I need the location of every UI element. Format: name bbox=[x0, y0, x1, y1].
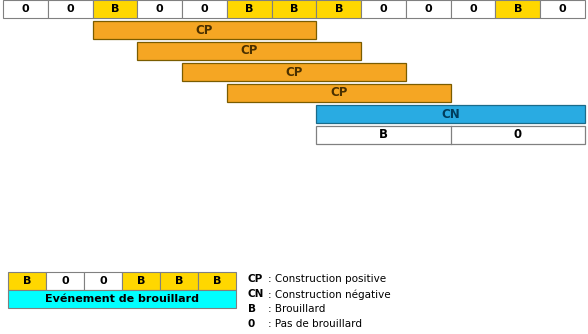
FancyBboxPatch shape bbox=[8, 272, 46, 290]
FancyBboxPatch shape bbox=[227, 84, 450, 102]
FancyBboxPatch shape bbox=[3, 0, 48, 18]
FancyBboxPatch shape bbox=[182, 63, 406, 81]
Text: 0: 0 bbox=[66, 4, 74, 14]
FancyBboxPatch shape bbox=[122, 272, 160, 290]
FancyBboxPatch shape bbox=[361, 0, 406, 18]
Text: 0: 0 bbox=[514, 129, 522, 142]
FancyBboxPatch shape bbox=[138, 42, 361, 60]
Text: B: B bbox=[213, 276, 221, 286]
FancyBboxPatch shape bbox=[8, 290, 236, 308]
Text: B: B bbox=[245, 4, 253, 14]
Text: B: B bbox=[248, 304, 256, 314]
FancyBboxPatch shape bbox=[92, 0, 138, 18]
FancyBboxPatch shape bbox=[48, 0, 92, 18]
Text: 0: 0 bbox=[22, 4, 29, 14]
Text: : Construction positive: : Construction positive bbox=[268, 274, 386, 284]
Text: 0: 0 bbox=[61, 276, 69, 286]
FancyBboxPatch shape bbox=[198, 272, 236, 290]
FancyBboxPatch shape bbox=[496, 0, 540, 18]
FancyBboxPatch shape bbox=[316, 126, 585, 144]
FancyBboxPatch shape bbox=[92, 21, 316, 39]
FancyBboxPatch shape bbox=[272, 0, 316, 18]
FancyBboxPatch shape bbox=[138, 0, 182, 18]
Text: 0: 0 bbox=[559, 4, 566, 14]
Text: B: B bbox=[137, 276, 145, 286]
Text: CP: CP bbox=[248, 274, 263, 284]
FancyBboxPatch shape bbox=[84, 272, 122, 290]
Text: 0: 0 bbox=[469, 4, 477, 14]
Text: CP: CP bbox=[196, 23, 213, 36]
Text: : Pas de brouillard: : Pas de brouillard bbox=[268, 319, 362, 329]
Text: B: B bbox=[23, 276, 31, 286]
Text: Evénement de brouillard: Evénement de brouillard bbox=[45, 294, 199, 304]
Text: 0: 0 bbox=[201, 4, 208, 14]
FancyBboxPatch shape bbox=[182, 0, 227, 18]
Text: B: B bbox=[290, 4, 298, 14]
Text: B: B bbox=[514, 4, 522, 14]
Text: B: B bbox=[379, 129, 388, 142]
FancyBboxPatch shape bbox=[46, 272, 84, 290]
Text: CP: CP bbox=[330, 87, 348, 100]
Text: 0: 0 bbox=[248, 319, 255, 329]
FancyBboxPatch shape bbox=[316, 0, 361, 18]
Text: B: B bbox=[335, 4, 343, 14]
Text: CN: CN bbox=[442, 108, 460, 121]
Text: B: B bbox=[111, 4, 119, 14]
Text: B: B bbox=[175, 276, 183, 286]
Text: 0: 0 bbox=[99, 276, 107, 286]
Text: CP: CP bbox=[240, 44, 258, 57]
FancyBboxPatch shape bbox=[540, 0, 585, 18]
Text: 0: 0 bbox=[425, 4, 432, 14]
Text: CP: CP bbox=[285, 65, 303, 78]
FancyBboxPatch shape bbox=[227, 0, 272, 18]
Text: : Brouillard: : Brouillard bbox=[268, 304, 325, 314]
Text: 0: 0 bbox=[380, 4, 387, 14]
Text: : Construction négative: : Construction négative bbox=[268, 289, 390, 300]
FancyBboxPatch shape bbox=[316, 105, 585, 123]
FancyBboxPatch shape bbox=[160, 272, 198, 290]
FancyBboxPatch shape bbox=[406, 0, 450, 18]
FancyBboxPatch shape bbox=[450, 0, 496, 18]
Text: 0: 0 bbox=[156, 4, 163, 14]
Text: CN: CN bbox=[248, 289, 265, 299]
